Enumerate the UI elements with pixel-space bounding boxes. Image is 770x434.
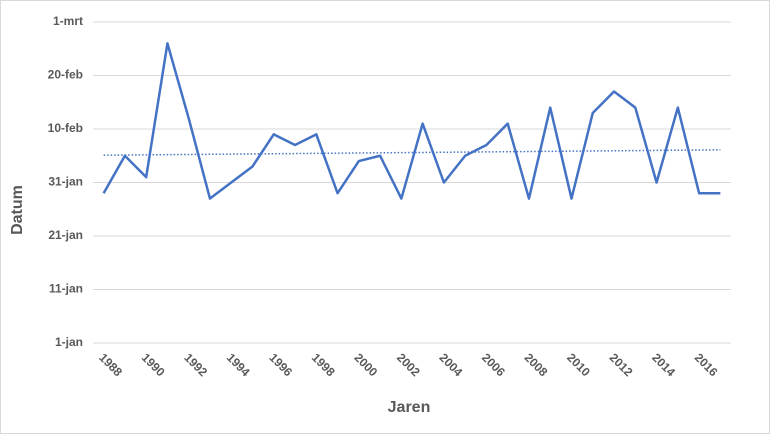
y-tick-label: 31-jan <box>48 175 83 189</box>
trendline <box>103 149 721 156</box>
y-axis-title: Datum <box>9 185 26 235</box>
y-tick-label: 21-jan <box>48 228 83 242</box>
y-tick-label: 1-jan <box>55 335 83 349</box>
y-tick-label: 20-feb <box>48 68 83 82</box>
y-tick-label: 1-mrt <box>53 14 83 28</box>
data-line <box>102 42 721 200</box>
y-tick-label: 11-jan <box>49 282 83 296</box>
y-tick-label: 10-feb <box>48 121 83 135</box>
x-axis-title: Jaren <box>388 399 431 416</box>
